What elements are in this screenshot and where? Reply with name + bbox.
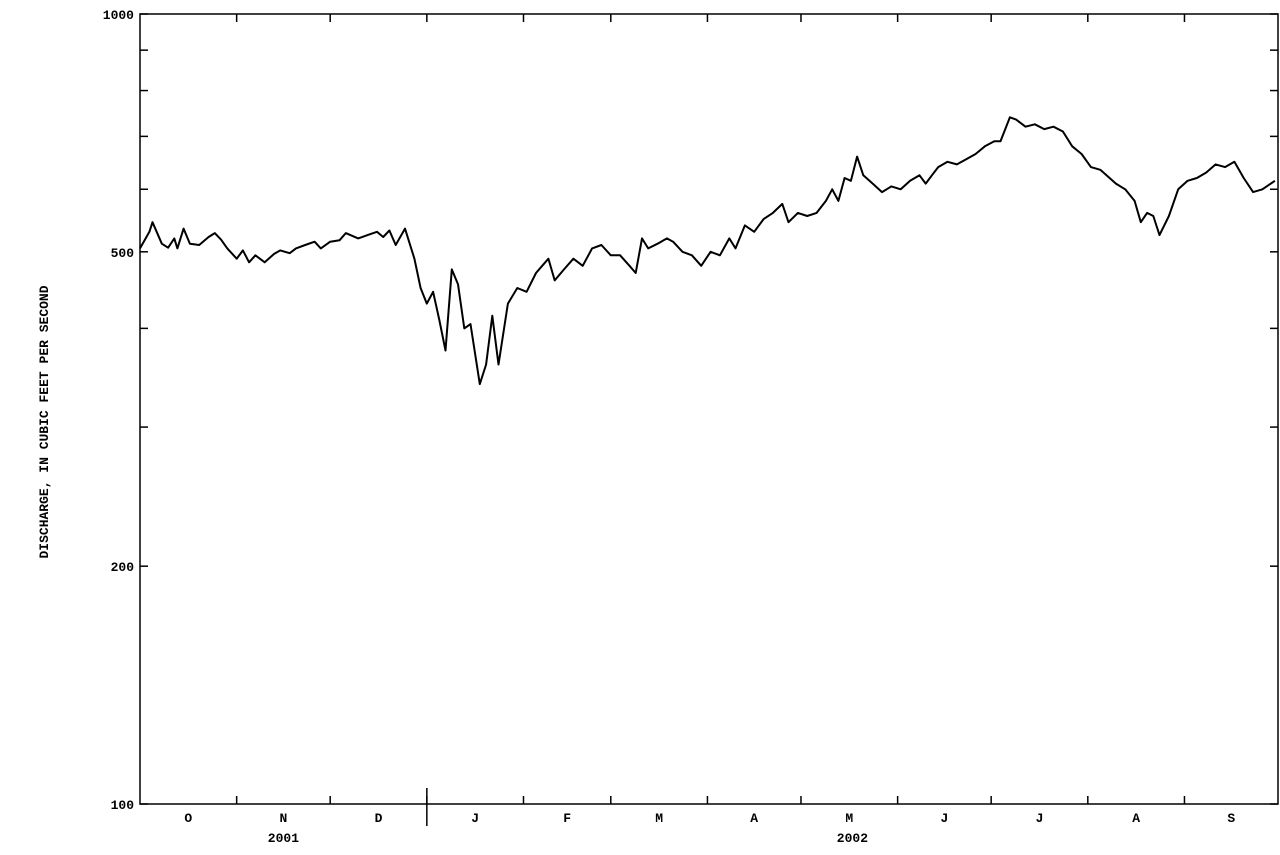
month-label: A	[750, 811, 758, 826]
year-label: 2001	[268, 831, 299, 846]
y-tick-label: 500	[111, 246, 135, 261]
month-label: D	[375, 811, 383, 826]
month-label: N	[280, 811, 288, 826]
month-label: A	[1132, 811, 1140, 826]
year-label: 2002	[837, 831, 868, 846]
month-label: J	[1036, 811, 1044, 826]
y-tick-label: 200	[111, 560, 135, 575]
y-tick-label: 1000	[103, 8, 134, 23]
y-axis-label: DISCHARGE, IN CUBIC FEET PER SECOND	[37, 285, 52, 558]
year-labels: 2001 2002	[268, 831, 868, 846]
month-label: J	[940, 811, 948, 826]
y-tick-label: 100	[111, 798, 135, 813]
month-label: M	[655, 811, 663, 826]
month-label: O	[184, 811, 192, 826]
discharge-series-line	[139, 116, 1276, 386]
month-label: F	[563, 811, 571, 826]
plot-frame	[139, 13, 1279, 805]
month-label: S	[1227, 811, 1235, 826]
x-axis-ticks	[235, 14, 1186, 826]
month-label: J	[471, 811, 479, 826]
y-axis-ticks: 1000 500 200 100	[103, 8, 1278, 813]
month-label: M	[845, 811, 853, 826]
